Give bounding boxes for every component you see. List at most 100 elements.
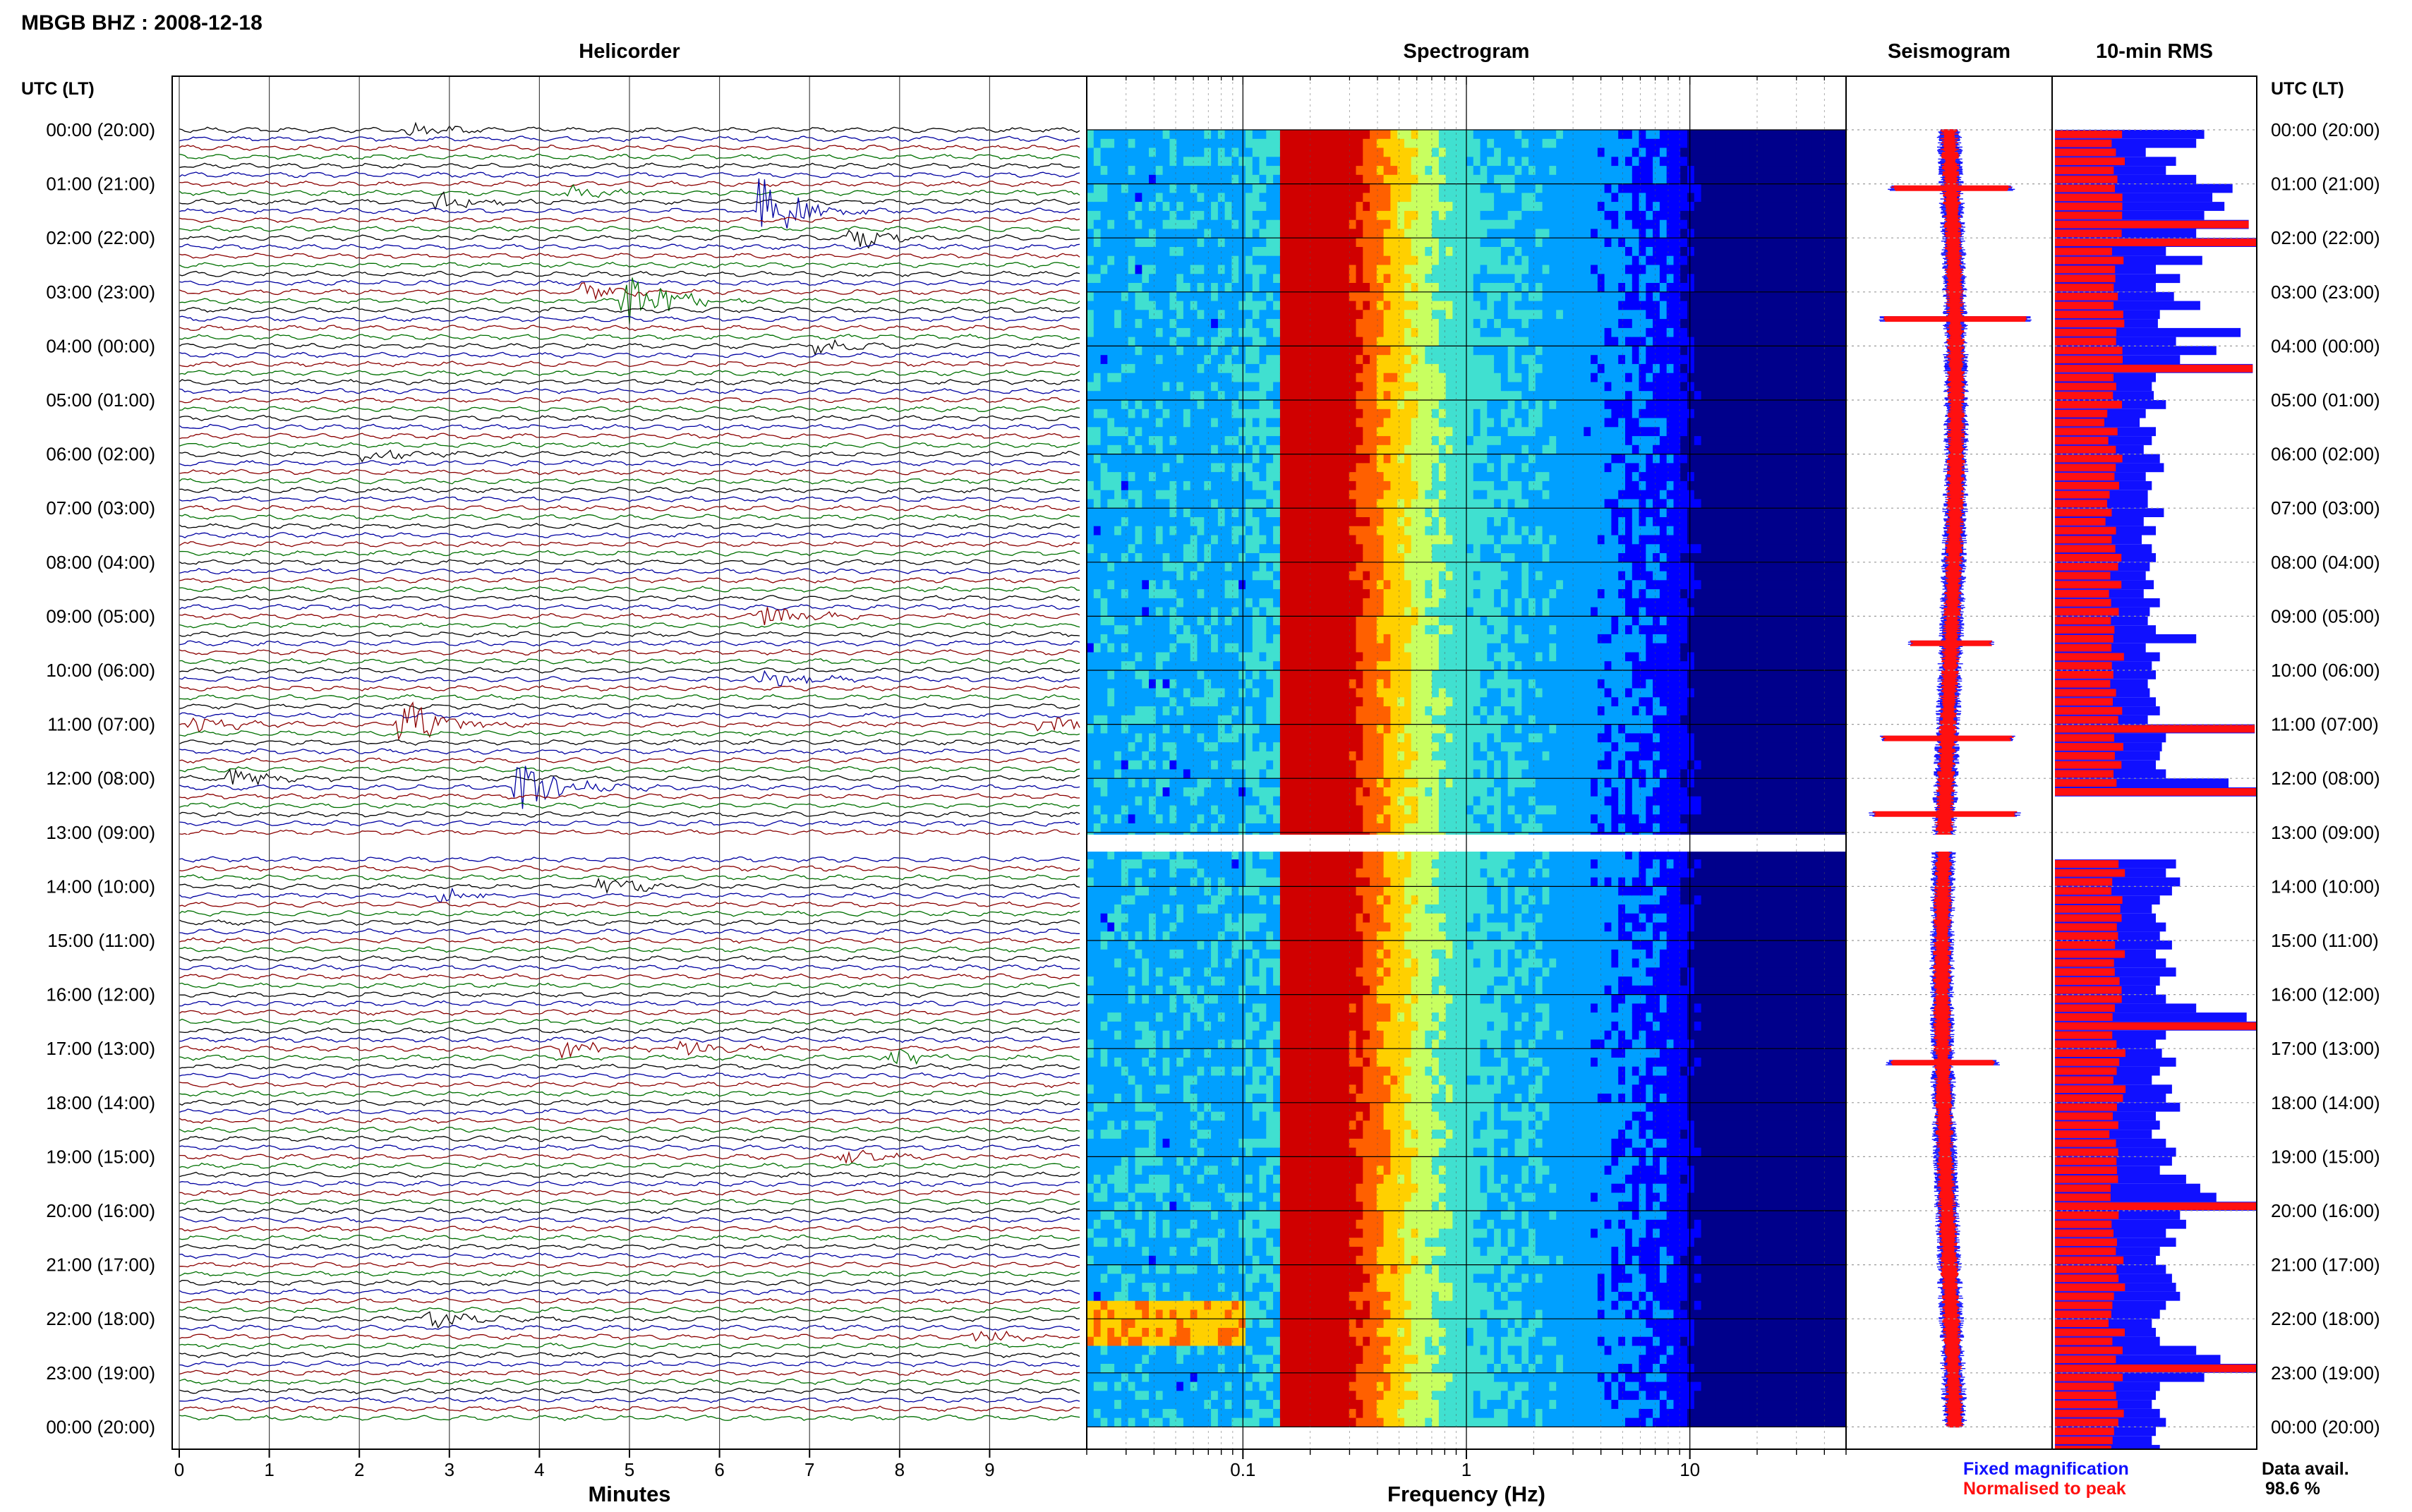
spectrogram-cell xyxy=(1128,535,1136,545)
spectrogram-cell xyxy=(1093,868,1102,878)
spectrogram-cell xyxy=(1286,337,1295,346)
spectrogram-cell xyxy=(1217,454,1226,464)
spectrogram-cell xyxy=(1142,202,1150,212)
spectrogram-cell xyxy=(1197,589,1205,599)
spectrogram-cell xyxy=(1162,922,1170,932)
spectrogram-cell xyxy=(1197,1291,1205,1302)
spectrogram-cell xyxy=(1224,850,1232,860)
spectrogram-cell xyxy=(1217,1102,1226,1113)
spectrogram-cell xyxy=(1308,490,1315,500)
spectrogram-cell xyxy=(1135,418,1142,428)
spectrogram-cell xyxy=(1128,616,1136,626)
spectrogram-cell xyxy=(1107,1066,1115,1077)
spectrogram-cell xyxy=(1286,1355,1295,1365)
spectrogram-cell xyxy=(1231,174,1239,185)
spectrogram-cell xyxy=(1279,985,1288,996)
spectrogram-cell xyxy=(1100,1130,1108,1139)
spectrogram-cell xyxy=(1183,1039,1191,1049)
spectrogram-cell xyxy=(1279,1391,1288,1401)
spectrogram-cell xyxy=(1204,1319,1212,1329)
spectrogram-cell xyxy=(1294,1130,1301,1139)
spectrogram-cell xyxy=(1294,1094,1301,1103)
spectrogram-cell xyxy=(1107,733,1115,743)
spectrogram-cell xyxy=(1190,859,1198,869)
spectrogram-cell xyxy=(1149,427,1157,437)
spectrogram-cell xyxy=(1308,787,1315,797)
spectrogram-cell xyxy=(1273,985,1281,996)
spectrogram-cell xyxy=(1135,868,1142,878)
spectrogram-cell xyxy=(1204,373,1212,383)
spectrogram-cell xyxy=(1121,174,1129,185)
spectrogram-cell xyxy=(1246,1319,1253,1329)
spectrogram-cell xyxy=(1246,355,1253,365)
spectrogram-cell xyxy=(1190,238,1198,248)
spectrogram-cell xyxy=(1301,418,1308,428)
spectrogram-cell xyxy=(1169,454,1177,464)
spectrogram-cell xyxy=(1169,400,1177,410)
spectrogram-cell xyxy=(1301,1066,1308,1077)
spectrogram-cell xyxy=(1252,787,1260,797)
spectrogram-cell xyxy=(1308,517,1315,527)
spectrogram-cell xyxy=(1135,805,1142,815)
spectrogram-cell xyxy=(1093,949,1102,960)
spectrogram-cell xyxy=(1169,562,1177,572)
spectrogram-cell xyxy=(1238,715,1246,725)
spectrogram-cell xyxy=(1176,571,1184,581)
spectrogram-cell xyxy=(1252,202,1260,212)
spectrogram-cell xyxy=(1093,1408,1102,1419)
spectrogram-cell xyxy=(1217,706,1226,716)
spectrogram-cell xyxy=(1142,688,1150,698)
spectrogram-cell xyxy=(1294,1048,1301,1058)
spectrogram-cell xyxy=(1093,589,1102,599)
spectrogram-cell xyxy=(1162,517,1170,527)
spectrogram-cell xyxy=(1169,1211,1177,1221)
spectrogram-cell xyxy=(1211,1364,1219,1374)
spectrogram-cell xyxy=(1211,1391,1219,1401)
spectrogram-cell xyxy=(1259,724,1267,734)
spectrogram-cell xyxy=(1246,463,1253,473)
spectrogram-cell xyxy=(1286,1319,1295,1329)
spectrogram-cell xyxy=(1252,247,1260,257)
spectrogram-cell xyxy=(1246,760,1253,770)
spectrogram-cell xyxy=(1128,499,1136,509)
spectrogram-cell xyxy=(1197,238,1205,248)
spectrogram-cell xyxy=(1100,1102,1108,1113)
spectrogram-cell xyxy=(1246,724,1253,734)
spectrogram-cell xyxy=(1211,1012,1219,1022)
spectrogram-cell xyxy=(1128,634,1136,644)
spectrogram-cell xyxy=(1100,247,1108,257)
spectrogram-cell xyxy=(1087,544,1095,554)
spectrogram-cell xyxy=(1211,183,1219,193)
spectrogram-cell xyxy=(1155,886,1164,896)
spectrogram-cell xyxy=(1093,238,1102,248)
spectrogram-cell xyxy=(1149,382,1157,392)
spectrogram-cell xyxy=(1231,706,1239,716)
spectrogram-cell xyxy=(1114,742,1122,752)
spectrogram-cell xyxy=(1087,868,1095,878)
spectrogram-cell xyxy=(1093,535,1102,545)
spectrogram-cell xyxy=(1190,1345,1198,1355)
spectrogram-cell xyxy=(1155,1238,1164,1247)
spectrogram-cell xyxy=(1197,643,1205,653)
spectrogram-cell xyxy=(1169,409,1177,419)
spectrogram-cell xyxy=(1266,490,1274,500)
spectrogram-cell xyxy=(1093,1283,1102,1293)
spectrogram-cell xyxy=(1128,1003,1136,1013)
spectrogram-cell xyxy=(1093,1192,1102,1202)
spectrogram-cell xyxy=(1149,868,1157,878)
spectrogram-cell xyxy=(1155,1328,1164,1338)
spectrogram-cell xyxy=(1128,1138,1136,1149)
spectrogram-cell xyxy=(1128,922,1136,932)
spectrogram-cell xyxy=(1114,1174,1122,1185)
spectrogram-cell xyxy=(1176,679,1184,689)
spectrogram-cell xyxy=(1176,796,1184,806)
spectrogram-cell xyxy=(1087,1408,1095,1419)
spectrogram-cell xyxy=(1100,679,1108,689)
spectrogram-cell xyxy=(1162,769,1170,779)
spectrogram-cell xyxy=(1169,301,1177,310)
spectrogram-cell xyxy=(1114,580,1122,590)
spectrogram-cell xyxy=(1273,247,1281,257)
spectrogram-cell xyxy=(1169,219,1177,230)
spectrogram-cell xyxy=(1176,202,1184,212)
spectrogram-cell xyxy=(1169,1039,1177,1049)
